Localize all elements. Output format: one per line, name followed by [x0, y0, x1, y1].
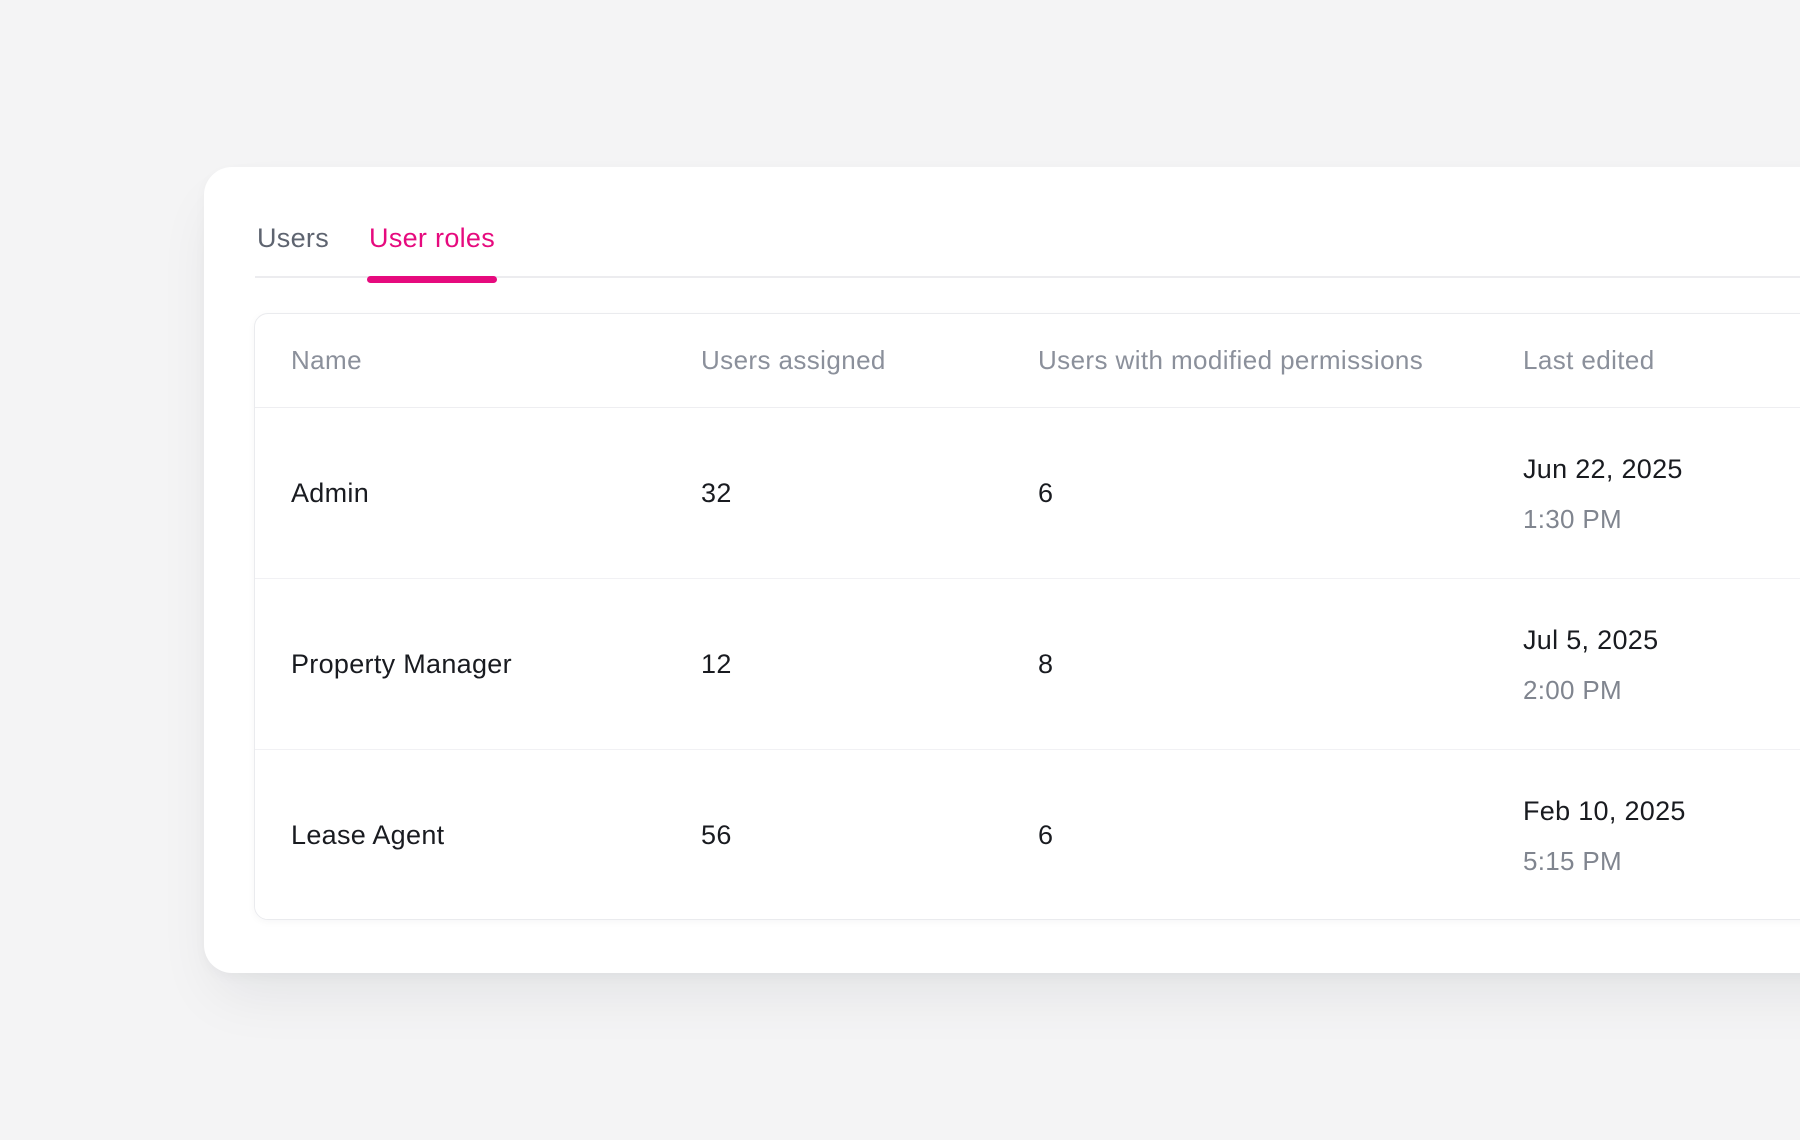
column-header-users-assigned: Users assigned	[701, 345, 886, 375]
users-assigned-count: 32	[701, 477, 732, 508]
role-name: Lease Agent	[291, 820, 445, 850]
column-header-name: Name	[291, 345, 362, 375]
role-name: Admin	[291, 477, 370, 508]
modified-permissions-count: 8	[1038, 648, 1054, 679]
role-name: Property Manager	[291, 648, 512, 679]
tab-users[interactable]: Users	[257, 223, 330, 253]
last-edited-time: 2:00 PM	[1523, 674, 1622, 705]
last-edited-cell: Feb 10, 2025 5:15 PM	[1523, 795, 1800, 876]
last-edited-date: Feb 10, 2025	[1523, 796, 1686, 826]
table-header-row: Name Users assigned Users with modified …	[255, 314, 1800, 408]
tab-bar: Users User roles	[255, 167, 1800, 283]
tab-user-roles[interactable]: User roles	[367, 167, 498, 283]
user-roles-table: Name Users assigned Users with modified …	[254, 313, 1800, 920]
last-edited-cell: Jul 5, 2025 2:00 PM	[1523, 624, 1800, 705]
users-assigned-count: 56	[701, 820, 732, 850]
column-header-last-edited: Last edited	[1523, 345, 1655, 375]
modified-permissions-count: 6	[1038, 820, 1054, 850]
user-management-card: Users User roles Name Users assigned Use…	[204, 167, 1800, 973]
last-edited-date: Jul 5, 2025	[1523, 624, 1659, 655]
table-row-lease-agent[interactable]: Lease Agent 56 6 Feb 10, 2025 5:15 PM	[255, 750, 1800, 919]
table-row-property-manager[interactable]: Property Manager 12 8 Jul 5, 2025 2:00 P…	[255, 579, 1800, 750]
users-assigned-count: 12	[701, 648, 732, 679]
modified-permissions-count: 6	[1038, 477, 1054, 508]
last-edited-cell: Jun 22, 2025 1:30 PM	[1523, 453, 1800, 534]
column-header-modified-permissions: Users with modified permissions	[1038, 345, 1424, 375]
last-edited-time: 1:30 PM	[1523, 503, 1622, 534]
table-row-admin[interactable]: Admin 32 6 Jun 22, 2025 1:30 PM	[255, 408, 1800, 579]
last-edited-date: Jun 22, 2025	[1523, 453, 1683, 484]
last-edited-time: 5:15 PM	[1523, 846, 1622, 876]
